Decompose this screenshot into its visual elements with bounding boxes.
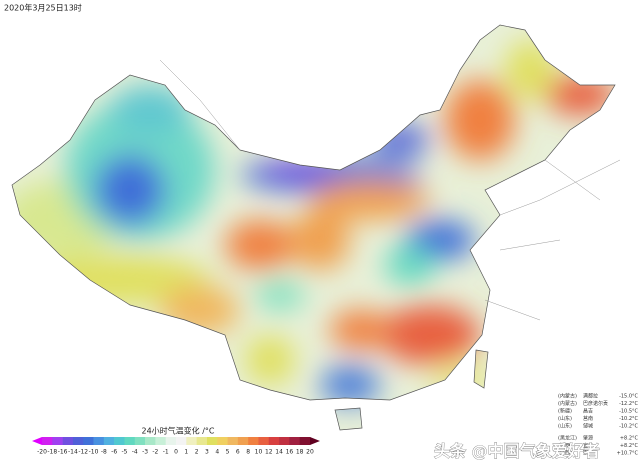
- colorbar-bin: [268, 437, 280, 445]
- colorbar-bin: [124, 437, 136, 445]
- colorbar-bin: [93, 437, 105, 445]
- station-value: +8.2°C: [620, 436, 639, 442]
- colorbar-label: 1: [184, 449, 188, 456]
- station-value: -10.2°C: [619, 416, 638, 422]
- colorbar-label: -12: [78, 449, 88, 456]
- legend-title: 24小时气温变化 /°C: [141, 426, 214, 436]
- station-value: -10.2°C: [619, 424, 638, 430]
- colorbar-bin: [176, 437, 187, 445]
- colorbar-bin: [83, 437, 94, 445]
- colorbar-label: -20: [37, 449, 47, 456]
- colorbar-bin: [206, 437, 218, 445]
- colorbar-bin: [258, 437, 270, 445]
- station-region: (黑龙江): [558, 435, 577, 442]
- china-border: [11, 24, 616, 431]
- station-name: 莒南: [583, 415, 593, 422]
- station-name: 崇仁: [583, 450, 593, 457]
- station-name: 宜丰: [583, 442, 593, 449]
- colorbar-label: 16: [286, 449, 294, 456]
- colorbar-bin: [196, 437, 208, 445]
- colorbar-label: 14: [275, 449, 283, 456]
- colorbar-label: -4: [132, 449, 138, 456]
- colorbar-label: 12: [265, 449, 273, 456]
- colorbar-bin: [217, 437, 228, 445]
- station-value: -15.0°C: [619, 394, 638, 400]
- colorbar-bin: [72, 437, 84, 445]
- colorbar-label: 0: [174, 449, 178, 456]
- station-region: (新疆): [558, 408, 572, 415]
- colorbar-label: -8: [101, 449, 107, 456]
- station-region: (江西): [558, 450, 572, 457]
- station-region: (内蒙古): [558, 400, 577, 407]
- colorbar-label: -2: [152, 449, 158, 456]
- station-region: (江西): [558, 442, 572, 449]
- colorbar-label: 5: [226, 449, 230, 456]
- colorbar-bin: [279, 437, 290, 445]
- station-name: 邹城: [583, 423, 593, 430]
- colorbar-label: -5: [121, 449, 127, 456]
- legend: 24小时气温变化 /°C -20 -18 -16 -14 -12 -10 -8 -6 -5 -4-…: [32, 426, 320, 456]
- colorbar-bin: [237, 437, 249, 445]
- station-list: (内蒙古) 满都拉 -15.0°C (内蒙古) 巴彦诺尔贡 -12.2°C (新疆) 昌吉 -1…: [558, 393, 639, 457]
- colorbar-bin: [103, 437, 115, 445]
- colorbar-bin: [289, 437, 300, 445]
- station-region: (山东): [558, 423, 572, 430]
- colorbar-label: -10: [89, 449, 99, 456]
- timestamp: 2020年3月25日13时: [4, 3, 82, 13]
- colorbar-label: 3: [205, 449, 209, 456]
- station-value: +10.7°C: [617, 451, 639, 457]
- colorbar-label: 10: [255, 449, 263, 456]
- station-name: 满都拉: [583, 393, 598, 400]
- station-region: (山东): [558, 415, 572, 422]
- colorbar-arrow: [310, 437, 320, 445]
- colorbar-label: 18: [296, 449, 304, 456]
- colorbar-bin: [165, 437, 177, 445]
- station-value: -10.5°C: [619, 409, 638, 415]
- colorbar-label: 6: [236, 449, 240, 456]
- colorbar-arrow: [32, 437, 42, 445]
- colorbar-bin: [42, 437, 53, 445]
- colorbar-label: -16: [58, 449, 68, 456]
- colorbar-bin: [227, 437, 239, 445]
- colorbar-bin: [52, 437, 63, 445]
- station-name: 昌吉: [583, 408, 593, 415]
- colorbar-label: -1: [163, 449, 169, 456]
- colorbar-bin: [186, 437, 197, 445]
- colorbar-bin: [62, 437, 74, 445]
- colorbar-label: -18: [47, 449, 57, 456]
- colorbar-bin: [134, 437, 146, 445]
- colorbar-bin: [299, 437, 311, 445]
- colorbar-label: -3: [142, 449, 148, 456]
- colorbar-label: -6: [111, 449, 117, 456]
- station-value: +8.2°C: [620, 443, 639, 449]
- station-region: (内蒙古): [558, 393, 577, 400]
- neighbor-borders: [159, 59, 621, 321]
- colorbar-label: 4: [215, 449, 219, 456]
- colorbar-label: 2: [195, 449, 199, 456]
- station-name: 巴彦诺尔贡: [583, 400, 608, 407]
- station-value: -12.2°C: [619, 401, 638, 407]
- colorbar-bin: [145, 437, 156, 445]
- colorbar-bin: [155, 437, 166, 445]
- station-name: 肇源: [583, 435, 593, 442]
- colorbar-label: -14: [68, 449, 78, 456]
- colorbar-bin: [114, 437, 125, 445]
- colorbar-label: 8: [246, 449, 250, 456]
- colorbar-bin: [248, 437, 259, 445]
- colorbar-label: 20: [306, 449, 314, 456]
- watermark: 头条 @中国气象爱好者: [434, 442, 600, 461]
